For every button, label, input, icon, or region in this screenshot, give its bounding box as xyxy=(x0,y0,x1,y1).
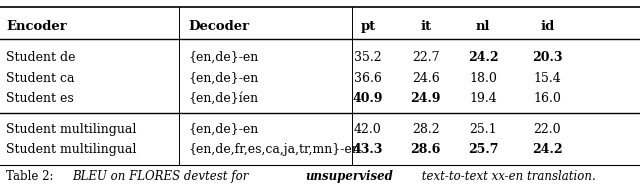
Text: 40.9: 40.9 xyxy=(353,92,383,105)
Text: {en,de}­en: {en,de}­en xyxy=(189,123,259,136)
Text: text-to-text xx-en translation.: text-to-text xx-en translation. xyxy=(419,170,596,183)
Text: 24.6: 24.6 xyxy=(412,72,440,85)
Text: 43.3: 43.3 xyxy=(353,143,383,156)
Text: 20.3: 20.3 xyxy=(532,51,563,64)
Text: pt: pt xyxy=(360,20,376,33)
Text: 28.2: 28.2 xyxy=(412,123,440,136)
Text: 15.4: 15.4 xyxy=(533,72,561,85)
Text: Student es: Student es xyxy=(6,92,74,105)
Text: Student multilingual: Student multilingual xyxy=(6,123,137,136)
Text: 24.2: 24.2 xyxy=(532,143,563,156)
Text: 25.7: 25.7 xyxy=(468,143,499,156)
Text: Student ca: Student ca xyxy=(6,72,75,85)
Text: id: id xyxy=(540,20,554,33)
Text: unsupervised: unsupervised xyxy=(305,170,393,183)
Text: Table 2:: Table 2: xyxy=(6,170,58,183)
Text: 28.6: 28.6 xyxy=(410,143,441,156)
Text: Student multilingual: Student multilingual xyxy=(6,143,137,156)
Text: 42.0: 42.0 xyxy=(354,123,382,136)
Text: 24.9: 24.9 xyxy=(410,92,441,105)
Text: {en,de}íen: {en,de}íen xyxy=(189,92,259,105)
Text: {en,de,fr,es,ca,ja,tr,mn}­en: {en,de,fr,es,ca,ja,tr,mn}­en xyxy=(189,143,360,156)
Text: 36.6: 36.6 xyxy=(354,72,382,85)
Text: 16.0: 16.0 xyxy=(533,92,561,105)
Text: {en,de}­en: {en,de}­en xyxy=(189,51,259,64)
Text: 25.1: 25.1 xyxy=(469,123,497,136)
Text: 18.0: 18.0 xyxy=(469,72,497,85)
Text: BLEU on FLORES devtest for: BLEU on FLORES devtest for xyxy=(72,170,253,183)
Text: 22.7: 22.7 xyxy=(412,51,439,64)
Text: Decoder: Decoder xyxy=(189,20,250,33)
Text: Encoder: Encoder xyxy=(6,20,67,33)
Text: 24.2: 24.2 xyxy=(468,51,499,64)
Text: {en,de}­en: {en,de}­en xyxy=(189,72,259,85)
Text: 19.4: 19.4 xyxy=(469,92,497,105)
Text: nl: nl xyxy=(476,20,490,33)
Text: it: it xyxy=(420,20,431,33)
Text: Student de: Student de xyxy=(6,51,76,64)
Text: 35.2: 35.2 xyxy=(354,51,382,64)
Text: 22.0: 22.0 xyxy=(533,123,561,136)
